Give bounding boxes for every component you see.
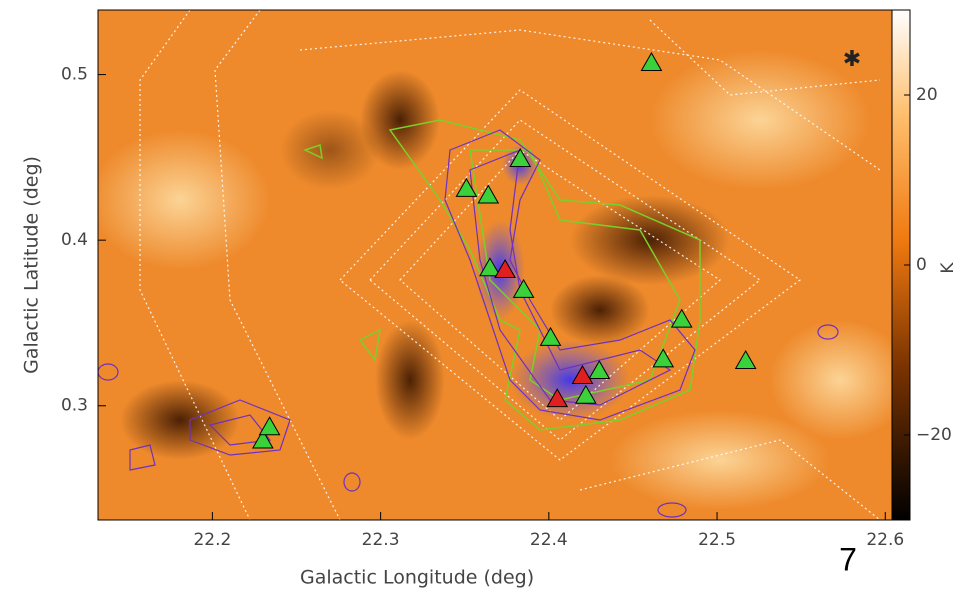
triangle-marker	[512, 278, 535, 298]
colorbar-tick-label: 0	[916, 255, 927, 275]
triangle-marker	[574, 384, 597, 404]
triangle-marker	[670, 308, 693, 328]
triangle-marker	[571, 364, 594, 384]
triangle-marker	[539, 326, 562, 346]
triangle-marker	[477, 184, 500, 204]
heatmap: ✱	[98, 10, 892, 520]
annotation: 7	[839, 541, 857, 577]
triangle-marker	[479, 257, 501, 277]
triangle-marker	[652, 348, 675, 368]
y-axis-label: Galactic Latitude (deg)	[21, 156, 43, 374]
colorbar-label: K	[938, 262, 958, 274]
triangle-marker	[640, 51, 663, 71]
triangle-marker	[734, 350, 757, 370]
colorbar-tick-label: −20	[916, 425, 952, 445]
colorbar-tick-label: 20	[916, 85, 938, 105]
y-tick-label: 0.4	[61, 230, 88, 250]
y-tick-label: 0.3	[61, 396, 88, 416]
triangle-marker	[494, 258, 516, 278]
triangle-marker	[258, 416, 281, 436]
x-tick-label: 22.6	[866, 530, 904, 550]
triangle-marker	[588, 359, 611, 379]
x-axis-label: Galactic Longitude (deg)	[300, 567, 534, 589]
triangle-marker	[251, 429, 274, 449]
marker: ✱	[843, 47, 861, 72]
triangle-marker	[509, 148, 532, 168]
triangle-marker	[455, 177, 478, 197]
x-tick-label: 22.4	[530, 530, 568, 550]
y-tick-label: 0.5	[61, 65, 88, 85]
x-tick-label: 22.3	[362, 530, 400, 550]
x-tick-label: 22.2	[193, 530, 231, 550]
triangle-marker	[546, 388, 569, 408]
x-tick-label: 22.5	[698, 530, 736, 550]
